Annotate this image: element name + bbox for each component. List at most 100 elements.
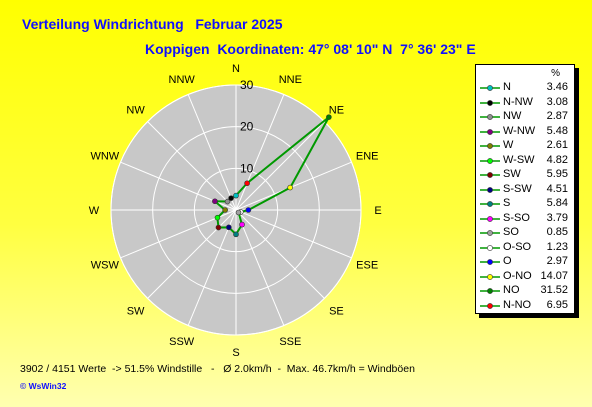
grid-spoke <box>235 161 352 211</box>
legend-label: W-NW <box>503 124 536 137</box>
compass-label-e: E <box>374 205 381 217</box>
legend-swatch <box>480 288 500 294</box>
legend-swatch <box>480 172 500 178</box>
legend-swatch <box>480 99 500 106</box>
legend-value: 2.61 <box>546 139 568 151</box>
legend-swatch <box>480 201 500 207</box>
legend-swatch <box>480 114 500 120</box>
chart-subtitle: Koppigen Koordinaten: 47° 08' 10" N 7° 3… <box>145 41 476 57</box>
grid-spoke <box>235 121 325 211</box>
legend-label: SO <box>503 226 519 238</box>
legend-label: NW <box>503 110 522 122</box>
legend-value: 6.95 <box>546 298 568 311</box>
legend-label: N-NO <box>503 298 532 311</box>
legend-value: 4.51 <box>546 182 568 195</box>
legend-item: W-SW 4.82 <box>476 154 574 168</box>
legend-label: W <box>503 139 514 151</box>
grid-spoke <box>235 209 285 326</box>
legend-header: % <box>551 68 560 79</box>
legend-value: 3.08 <box>546 95 568 108</box>
legend-label: O <box>503 255 512 267</box>
legend-item: S 5.84 <box>476 197 574 211</box>
legend-value: 5.84 <box>546 197 568 209</box>
legend-swatch <box>480 85 500 91</box>
legend-swatch <box>480 230 500 236</box>
legend-label: N-NW <box>503 95 533 108</box>
legend-item: S-SO 3.79 <box>476 212 574 226</box>
legend-label: S-SW <box>503 182 532 195</box>
legend-value: 3.79 <box>546 211 568 224</box>
legend-label: W-SW <box>503 153 535 166</box>
marker-w-sw <box>214 214 221 221</box>
radial-tick-label: 30 <box>240 78 254 92</box>
legend-label: NO <box>503 284 520 296</box>
compass-label-ene: ENE <box>356 151 379 163</box>
chart-title: Verteilung Windrichtung Februar 2025 <box>22 16 283 32</box>
marker-o <box>245 207 252 213</box>
marker-w-nw <box>212 198 218 205</box>
legend-item: SW 5.95 <box>476 168 574 182</box>
compass-label-wsw: WSW <box>91 259 120 271</box>
compass-label-se: SE <box>329 305 344 317</box>
marker-n-no <box>244 180 250 187</box>
legend-item: O 2.97 <box>476 255 574 269</box>
marker-nw <box>224 198 231 205</box>
compass-label-w: W <box>89 205 100 217</box>
grid-spoke <box>147 121 237 211</box>
legend-label: S <box>503 197 511 209</box>
wswin-logo: © WsWin32 <box>20 381 67 391</box>
legend-value: 2.87 <box>546 110 568 122</box>
marker-o-no <box>287 184 293 191</box>
compass-label-sw: SW <box>127 305 145 317</box>
legend-item: S-SW 4.51 <box>476 183 574 197</box>
grid-spoke <box>235 94 285 211</box>
grid-spoke <box>235 209 325 299</box>
legend-item: W-NW 5.48 <box>476 125 574 139</box>
radial-tick-label: 20 <box>240 120 254 134</box>
grid-spoke <box>147 209 237 299</box>
legend-swatch <box>480 302 500 309</box>
compass-label-n: N <box>232 63 240 75</box>
compass-label-nw: NW <box>126 105 145 117</box>
legend-item: NO 31.52 <box>476 284 574 298</box>
legend: % N 3.46 N-NW 3.08 NW 2.87 W-NW 5.48 W 2.61 W-SW 4.… <box>475 64 575 314</box>
legend-item: N-NW 3.08 <box>476 96 574 110</box>
compass-label-ne: NE <box>329 105 344 117</box>
footer-stats: 3902 / 4151 Werte -> 51.5% Windstille - … <box>20 363 415 375</box>
legend-value: 4.82 <box>546 153 568 166</box>
legend-item: O-NO 14.07 <box>476 270 574 284</box>
compass-label-ssw: SSW <box>169 336 195 348</box>
legend-swatch <box>480 215 500 222</box>
marker-n <box>233 192 239 199</box>
legend-item: N-NO 6.95 <box>476 299 574 313</box>
compass-label-nne: NNE <box>279 74 302 86</box>
radial-tick-label: 10 <box>240 161 254 175</box>
legend-value: 14.07 <box>540 269 568 282</box>
marker-so <box>235 209 242 216</box>
legend-label: SW <box>503 168 521 180</box>
legend-label: O-NO <box>503 269 532 282</box>
legend-item: N 3.46 <box>476 81 574 95</box>
legend-swatch <box>480 259 500 265</box>
compass-label-ese: ESE <box>356 259 378 271</box>
legend-swatch <box>480 128 500 135</box>
marker-sw <box>215 224 222 231</box>
marker-s-sw <box>226 224 232 231</box>
marker-n-nw <box>228 195 234 201</box>
legend-value: 2.97 <box>546 255 568 267</box>
legend-value: 31.52 <box>540 284 568 296</box>
compass-label-sse: SSE <box>279 336 301 348</box>
legend-swatch <box>480 244 500 251</box>
legend-item: SO 0.85 <box>476 226 574 240</box>
legend-item: O-SO 1.23 <box>476 241 574 255</box>
grid-spoke <box>187 94 237 211</box>
legend-value: 1.23 <box>546 240 568 253</box>
marker-s <box>233 231 239 238</box>
marker-s-so <box>239 221 245 228</box>
legend-item: NW 2.87 <box>476 110 574 124</box>
legend-label: S-SO <box>503 211 530 224</box>
legend-value: 5.95 <box>546 168 568 180</box>
grid-spoke <box>235 209 352 259</box>
legend-label: O-SO <box>503 240 532 253</box>
legend-swatch <box>480 143 500 149</box>
